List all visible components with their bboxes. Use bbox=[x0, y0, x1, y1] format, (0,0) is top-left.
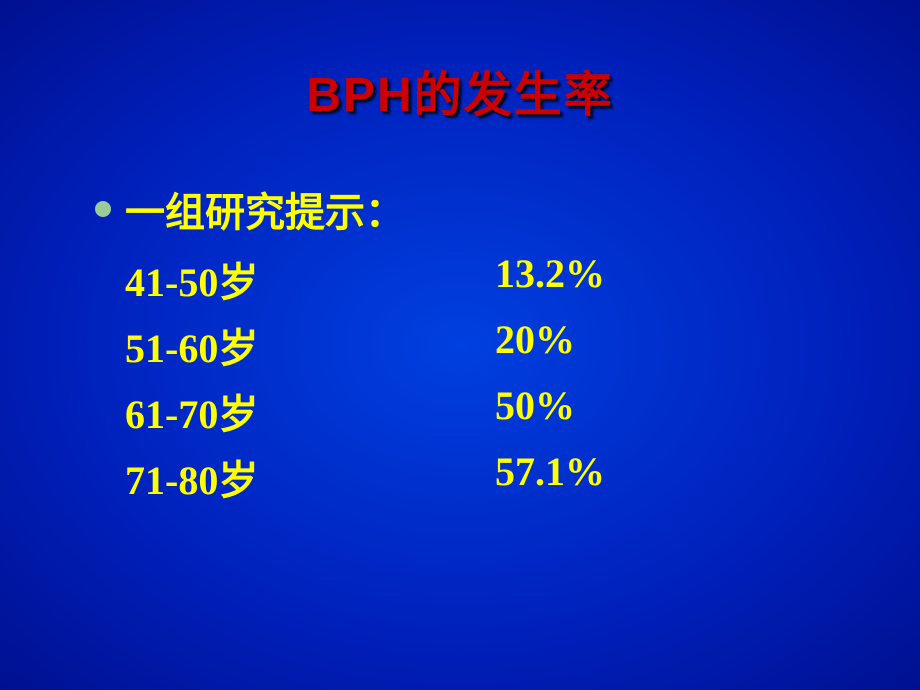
intro-text: 一组研究提示： bbox=[125, 180, 405, 238]
pct-value: 50% bbox=[495, 382, 575, 440]
bullet-line: 一组研究提示： bbox=[95, 180, 920, 238]
age-value: 61-70岁 bbox=[125, 382, 495, 440]
age-value: 51-60岁 bbox=[125, 316, 495, 374]
pct-value: 13.2% bbox=[495, 250, 605, 308]
age-value: 41-50岁 bbox=[125, 250, 495, 308]
data-row: 41-50岁 13.2% bbox=[125, 250, 920, 308]
bullet-icon bbox=[95, 201, 111, 217]
pct-value: 20% bbox=[495, 316, 575, 374]
age-value: 71-80岁 bbox=[125, 448, 495, 506]
slide-title: BPH的发生率 bbox=[0, 0, 920, 125]
slide-content: 一组研究提示： 41-50岁 13.2% 51-60岁 20% 61-70岁 5… bbox=[95, 180, 920, 506]
data-row: 61-70岁 50% bbox=[125, 382, 920, 440]
pct-value: 57.1% bbox=[495, 448, 605, 506]
data-row: 71-80岁 57.1% bbox=[125, 448, 920, 506]
data-row: 51-60岁 20% bbox=[125, 316, 920, 374]
